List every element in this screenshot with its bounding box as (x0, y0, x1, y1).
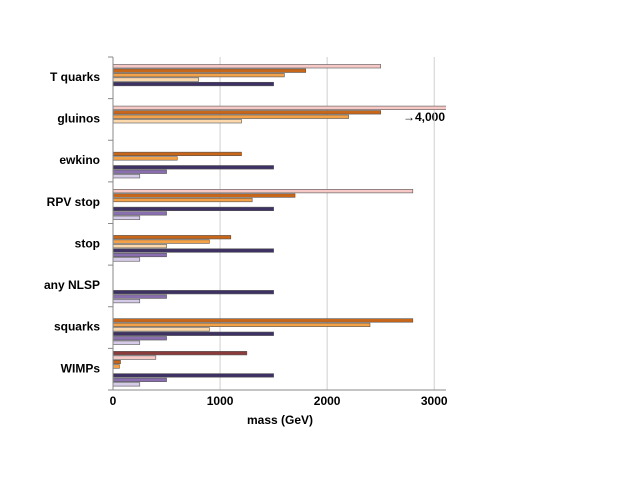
bar (113, 294, 167, 299)
x-tick-label: 2000 (314, 394, 341, 408)
bar (113, 340, 141, 345)
bar (113, 290, 274, 295)
bar (113, 110, 381, 115)
bar (113, 355, 157, 360)
bar (113, 244, 167, 249)
x-tick-label: 3000 (421, 394, 448, 408)
bar (113, 105, 446, 110)
bar (113, 77, 199, 82)
bar (113, 197, 253, 203)
bar (113, 252, 167, 258)
bar (113, 298, 141, 304)
bar (113, 382, 141, 387)
y-tick-label: any NLSP (44, 278, 100, 292)
bar (113, 165, 274, 170)
x-tick-label: 1000 (207, 394, 234, 408)
bar (113, 119, 242, 124)
bar (113, 174, 141, 179)
bar (113, 336, 167, 341)
annotation: →4,000 (403, 110, 445, 124)
y-tick-label: T quarks (50, 70, 100, 84)
y-tick-label: WIMPs (61, 361, 101, 375)
bar (113, 364, 120, 369)
bar (113, 215, 141, 220)
bar (113, 169, 167, 174)
y-tick-label: RPV stop (47, 195, 100, 209)
bar (113, 189, 414, 194)
bar (113, 373, 274, 378)
y-tick-label: stop (75, 236, 100, 250)
bar (113, 73, 285, 78)
bar (113, 206, 274, 212)
x-axis-title: mass (GeV) (247, 413, 313, 427)
x-tick-label: 0 (110, 394, 117, 408)
bar (113, 156, 178, 161)
bar (113, 331, 274, 336)
bar (113, 351, 248, 356)
bar (113, 81, 274, 87)
bar (113, 318, 414, 323)
bar (113, 257, 141, 262)
bar (113, 114, 349, 119)
bar (113, 359, 121, 365)
bar (113, 377, 167, 382)
y-tick-label: ewkino (59, 153, 100, 167)
y-tick-label: gluinos (57, 112, 100, 126)
bar (113, 327, 210, 332)
bar (113, 235, 232, 240)
bar (113, 239, 210, 244)
bar (113, 68, 307, 73)
bar (113, 211, 167, 216)
bar (113, 64, 381, 69)
bar (113, 322, 371, 327)
bar (113, 248, 274, 253)
bar (113, 193, 296, 198)
bar (113, 151, 242, 157)
y-tick-label: squarks (54, 320, 100, 334)
